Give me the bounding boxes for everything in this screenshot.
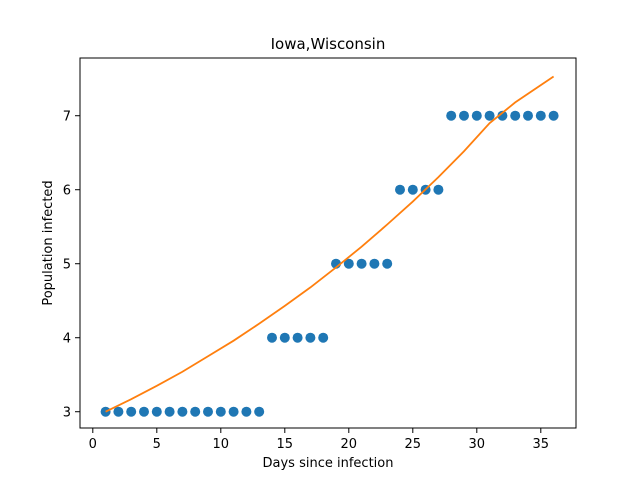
chart-title: Iowa,Wisconsin xyxy=(271,35,386,53)
data-point xyxy=(548,110,559,121)
y-axis: 3 4 5 6 7 xyxy=(63,110,80,421)
data-point xyxy=(484,110,495,121)
data-point xyxy=(177,406,188,417)
data-point xyxy=(267,332,277,343)
y-axis-label: Population infected xyxy=(41,180,56,305)
data-point xyxy=(343,258,354,269)
data-point xyxy=(459,110,469,121)
x-axis-label: Days since infection xyxy=(263,456,394,471)
data-point xyxy=(382,258,393,269)
x-tick-label: 35 xyxy=(533,437,550,452)
fit-line xyxy=(105,75,555,413)
data-point xyxy=(356,258,367,269)
data-point xyxy=(510,110,521,121)
data-point xyxy=(215,406,226,417)
x-tick-label: 5 xyxy=(153,437,161,452)
x-tick-label: 0 xyxy=(89,437,97,452)
x-tick-label: 25 xyxy=(405,437,422,452)
data-point xyxy=(497,110,508,121)
data-point xyxy=(395,184,405,195)
data-point xyxy=(318,332,329,343)
y-tick-label: 5 xyxy=(63,258,71,273)
data-point xyxy=(279,332,290,343)
data-point xyxy=(523,110,533,121)
data-point xyxy=(113,406,124,417)
x-axis: 0 5 10 15 20 25 30 35 xyxy=(89,428,549,452)
x-tick-label: 15 xyxy=(277,437,294,452)
data-point xyxy=(471,110,482,121)
data-point xyxy=(446,110,457,121)
y-tick-label: 7 xyxy=(63,110,71,125)
data-point xyxy=(126,406,137,417)
data-point xyxy=(190,406,201,417)
series-layer xyxy=(100,75,559,417)
data-point xyxy=(139,406,149,417)
data-point xyxy=(241,406,252,417)
y-tick-label: 6 xyxy=(63,184,71,199)
data-point xyxy=(228,406,239,417)
plot-frame xyxy=(79,57,577,429)
data-point xyxy=(203,406,213,417)
data-point xyxy=(369,258,380,269)
y-tick-label: 4 xyxy=(63,332,71,347)
data-point xyxy=(151,406,162,417)
x-tick-label: 10 xyxy=(213,437,230,452)
y-tick-label: 3 xyxy=(63,406,71,421)
x-tick-label: 30 xyxy=(469,437,486,452)
data-point xyxy=(535,110,546,121)
data-point xyxy=(254,406,265,417)
data-point xyxy=(407,184,418,195)
x-tick-label: 20 xyxy=(341,437,358,452)
data-point xyxy=(292,332,303,343)
data-point xyxy=(305,332,316,343)
data-point xyxy=(433,184,444,195)
data-point xyxy=(164,406,175,417)
